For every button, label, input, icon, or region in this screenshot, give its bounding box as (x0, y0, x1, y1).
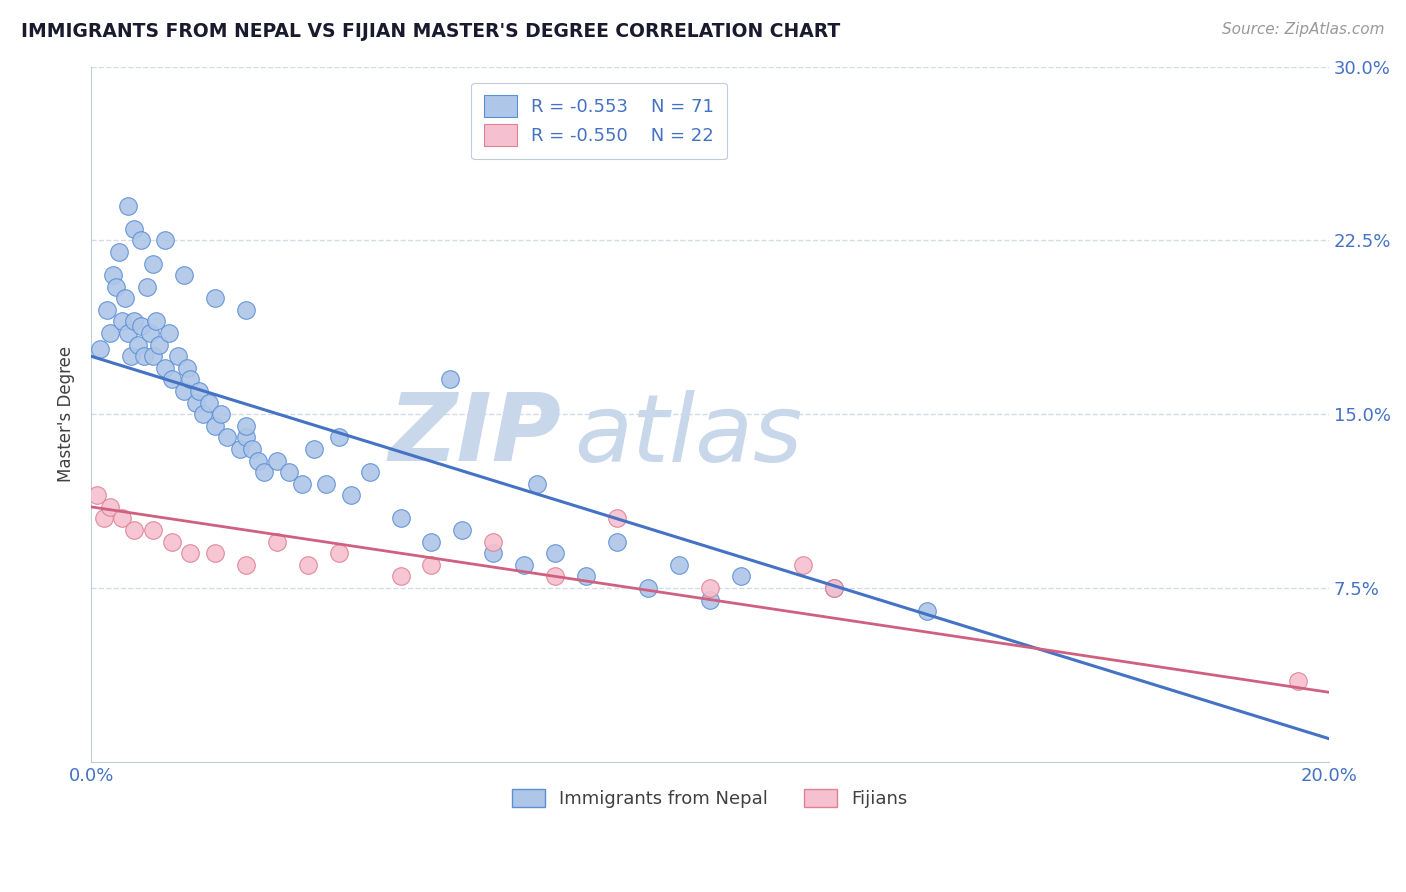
Point (101, 268, 124, 282)
Legend: Immigrants from Nepal, Fijians: Immigrants from Nepal, Fijians (505, 781, 915, 815)
Point (124, 314, 146, 328)
Point (173, 268, 195, 282)
Point (278, 465, 301, 479)
Point (526, 476, 548, 491)
Point (544, 546, 567, 560)
Point (823, 581, 845, 595)
Point (209, 407, 232, 421)
Point (142, 523, 165, 537)
Point (145, 314, 167, 328)
Point (148, 337, 170, 351)
Text: atlas: atlas (574, 390, 801, 481)
Point (253, 465, 276, 479)
Text: ZIP: ZIP (388, 389, 561, 481)
Point (111, 511, 134, 525)
Point (186, 395, 208, 409)
Point (114, 291, 136, 305)
Point (204, 546, 226, 560)
Point (482, 546, 505, 560)
Point (730, 569, 752, 583)
Point (179, 372, 201, 386)
Point (129, 319, 152, 334)
Point (235, 302, 257, 317)
Point (544, 569, 567, 583)
Point (139, 326, 162, 340)
Point (117, 199, 139, 213)
Point (699, 592, 721, 607)
Point (1286, 673, 1309, 688)
Point (637, 581, 659, 595)
Point (575, 569, 598, 583)
Point (89, 343, 111, 357)
Point (240, 442, 263, 456)
Point (179, 546, 201, 560)
Point (104, 279, 127, 293)
Point (120, 349, 142, 363)
Text: Source: ZipAtlas.com: Source: ZipAtlas.com (1222, 22, 1385, 37)
Point (823, 581, 845, 595)
Point (513, 558, 536, 572)
Y-axis label: Master's Degree: Master's Degree (58, 346, 75, 483)
Point (108, 244, 131, 259)
Point (668, 558, 690, 572)
Point (160, 534, 183, 549)
Point (135, 279, 157, 293)
Point (235, 558, 257, 572)
Point (155, 360, 177, 375)
Point (297, 558, 319, 572)
Point (439, 372, 461, 386)
Point (98, 326, 121, 340)
Point (420, 558, 443, 572)
Point (389, 569, 412, 583)
Point (606, 511, 628, 525)
Point (606, 534, 628, 549)
Point (155, 233, 177, 247)
Point (266, 453, 288, 467)
Point (93, 511, 115, 525)
Point (217, 430, 239, 444)
Point (176, 360, 198, 375)
Point (127, 337, 149, 351)
Point (204, 291, 226, 305)
Point (124, 222, 146, 236)
Text: IMMIGRANTS FROM NEPAL VS FIJIAN MASTER'S DEGREE CORRELATION CHART: IMMIGRANTS FROM NEPAL VS FIJIAN MASTER'S… (21, 22, 841, 41)
Point (160, 372, 183, 386)
Point (482, 534, 505, 549)
Point (197, 395, 219, 409)
Point (98, 500, 121, 514)
Point (124, 523, 146, 537)
Point (389, 511, 412, 525)
Point (132, 349, 155, 363)
Point (173, 384, 195, 398)
Point (142, 256, 165, 270)
Point (302, 442, 325, 456)
Point (699, 581, 721, 595)
Point (86, 488, 108, 502)
Point (328, 430, 350, 444)
Point (359, 465, 381, 479)
Point (235, 430, 257, 444)
Point (247, 453, 270, 467)
Point (111, 314, 134, 328)
Point (166, 349, 188, 363)
Point (96, 302, 118, 317)
Point (340, 488, 363, 502)
Point (235, 418, 257, 433)
Point (451, 523, 474, 537)
Point (129, 233, 152, 247)
Point (228, 442, 250, 456)
Point (117, 326, 139, 340)
Point (420, 534, 443, 549)
Point (266, 534, 288, 549)
Point (328, 546, 350, 560)
Point (188, 384, 211, 398)
Point (157, 326, 180, 340)
Point (204, 418, 226, 433)
Point (290, 476, 312, 491)
Point (142, 349, 165, 363)
Point (792, 558, 814, 572)
Point (191, 407, 214, 421)
Point (315, 476, 337, 491)
Point (915, 604, 938, 618)
